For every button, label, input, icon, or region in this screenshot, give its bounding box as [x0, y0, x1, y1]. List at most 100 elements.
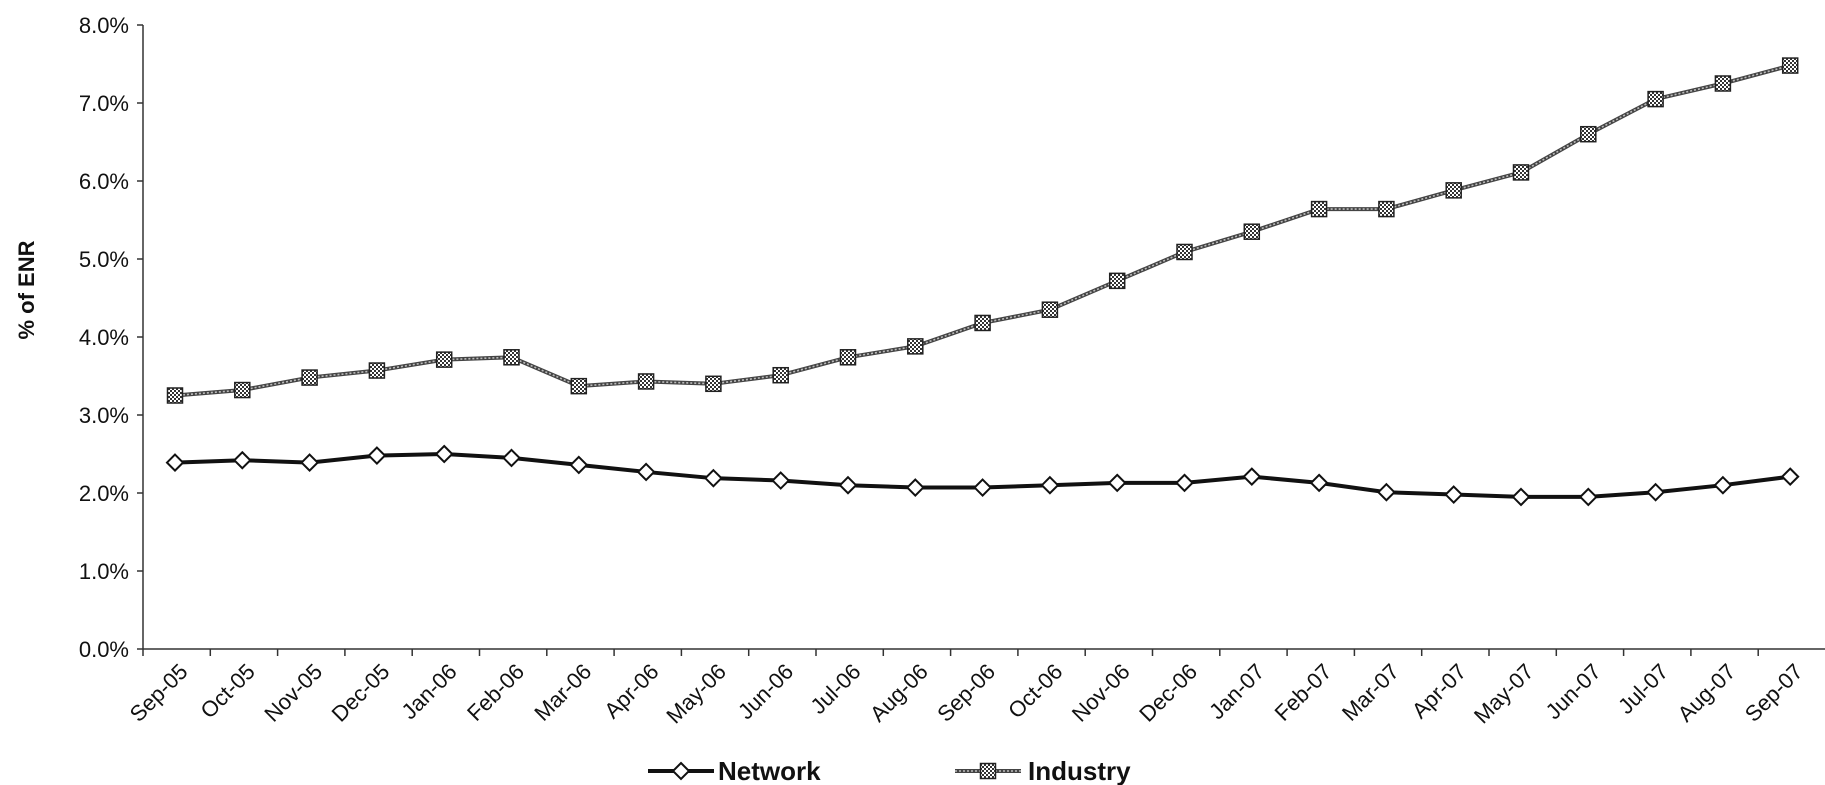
x-tick-label: Jul-06	[805, 659, 865, 719]
x-tick-label: Mar-06	[529, 659, 596, 726]
x-tick-label: Oct-05	[195, 659, 259, 723]
series-industry	[166, 57, 1799, 404]
data-point-network	[569, 455, 589, 475]
x-tick-label: Apr-06	[599, 659, 663, 723]
data-point-network	[1511, 487, 1531, 507]
y-tick-label: 2.0%	[79, 481, 129, 506]
data-point-industry	[974, 314, 991, 332]
data-point-industry	[570, 377, 588, 395]
y-tick-label: 5.0%	[79, 247, 129, 272]
axes-group: 0.0% 1.0% 2.0% 3.0% 4.0% 5.0% 6.0% 7.0% 8.0% Sep-…	[79, 13, 1825, 728]
x-tick-label: Nov-05	[259, 659, 327, 727]
legend-label: Network	[718, 756, 821, 785]
data-point-industry	[839, 349, 857, 366]
data-point-industry	[1041, 301, 1059, 318]
legend: Network Industry	[648, 756, 1131, 785]
data-point-industry	[1781, 57, 1799, 74]
series-line-industry	[174, 63, 1791, 398]
data-point-industry	[1714, 75, 1732, 92]
data-point-network	[1780, 467, 1800, 487]
data-point-network	[1444, 485, 1464, 504]
data-point-industry	[1378, 200, 1395, 218]
data-point-industry	[166, 387, 184, 404]
x-tick-label: Jul-07	[1613, 659, 1673, 719]
x-tick-label: May-07	[1469, 659, 1539, 729]
x-tick-label: Dec-06	[1134, 659, 1202, 727]
data-point-network	[1107, 473, 1127, 493]
data-point-industry	[637, 373, 655, 390]
y-axis-title: % of ENR	[14, 240, 39, 339]
data-point-network	[905, 478, 925, 497]
data-point-network	[1309, 473, 1329, 493]
data-point-network	[300, 453, 320, 472]
data-point-network	[1242, 467, 1262, 487]
x-tick-label: Sep-07	[1740, 659, 1808, 727]
y-tick-label: 3.0%	[79, 403, 129, 428]
x-tick-label: Jan-07	[1204, 659, 1269, 724]
data-point-industry	[772, 366, 789, 384]
x-tick-label: Sep-05	[125, 659, 193, 727]
legend-marker	[671, 761, 691, 781]
data-point-industry	[234, 381, 251, 399]
x-tick-label: May-06	[661, 659, 731, 729]
data-point-network	[1175, 473, 1194, 493]
legend-item-industry: Industry	[955, 756, 1131, 785]
data-point-network	[1713, 475, 1733, 495]
y-tick-label: 8.0%	[79, 13, 129, 38]
y-tick-label: 6.0%	[79, 169, 129, 194]
data-point-network	[1376, 482, 1396, 502]
x-tick-label: Aug-06	[865, 659, 933, 727]
data-point-industry	[368, 362, 386, 379]
data-point-network	[973, 478, 993, 497]
data-point-network	[838, 475, 858, 495]
data-point-network	[771, 471, 791, 490]
x-tick-label: Jun-07	[1541, 659, 1606, 724]
x-tick-label: Aug-07	[1673, 659, 1741, 727]
data-point-industry	[1445, 182, 1462, 199]
x-tick-label: Jan-06	[396, 659, 461, 724]
y-tick-label: 1.0%	[79, 559, 129, 584]
data-point-network	[367, 446, 387, 465]
data-point-network	[1040, 475, 1060, 495]
data-point-industry	[301, 369, 318, 386]
data-point-industry	[1243, 223, 1261, 240]
x-tick-label: Mar-07	[1337, 659, 1404, 726]
data-point-industry	[1176, 243, 1193, 261]
data-point-network	[165, 453, 185, 472]
data-point-industry	[907, 338, 924, 355]
x-tick-label: Oct-06	[1003, 659, 1067, 723]
data-point-industry	[503, 349, 520, 366]
x-tick-label: Feb-06	[462, 659, 529, 726]
data-point-industry	[1512, 164, 1530, 181]
data-point-industry	[1580, 125, 1597, 143]
data-point-industry	[705, 375, 722, 393]
y-tick-label: 4.0%	[79, 325, 129, 350]
data-point-network	[703, 468, 723, 488]
y-tick-label: 0.0%	[79, 637, 129, 662]
data-point-network	[636, 462, 656, 482]
series-network	[165, 444, 1800, 507]
data-point-network	[1578, 487, 1598, 507]
data-point-network	[1646, 482, 1666, 502]
data-point-network	[232, 450, 252, 470]
y-tick-label: 7.0%	[79, 91, 129, 116]
data-point-industry	[435, 351, 453, 368]
x-tick-label: Feb-07	[1270, 659, 1337, 726]
x-tick-label: Apr-07	[1407, 659, 1471, 723]
x-tick-label: Dec-05	[327, 659, 395, 727]
x-tick-label: Sep-06	[932, 659, 1000, 727]
legend-item-network: Network	[648, 756, 821, 785]
data-point-industry	[1310, 200, 1328, 218]
x-tick-label: Nov-06	[1067, 659, 1135, 727]
legend-label: Industry	[1028, 756, 1131, 785]
series-line-inner	[174, 64, 1791, 397]
data-point-industry	[1108, 272, 1126, 290]
data-point-industry	[1647, 90, 1664, 108]
data-point-network	[434, 444, 454, 464]
series-group	[165, 57, 1800, 507]
legend-marker	[979, 762, 997, 780]
x-tick-label: Jun-06	[733, 659, 798, 724]
data-point-network	[502, 448, 521, 468]
